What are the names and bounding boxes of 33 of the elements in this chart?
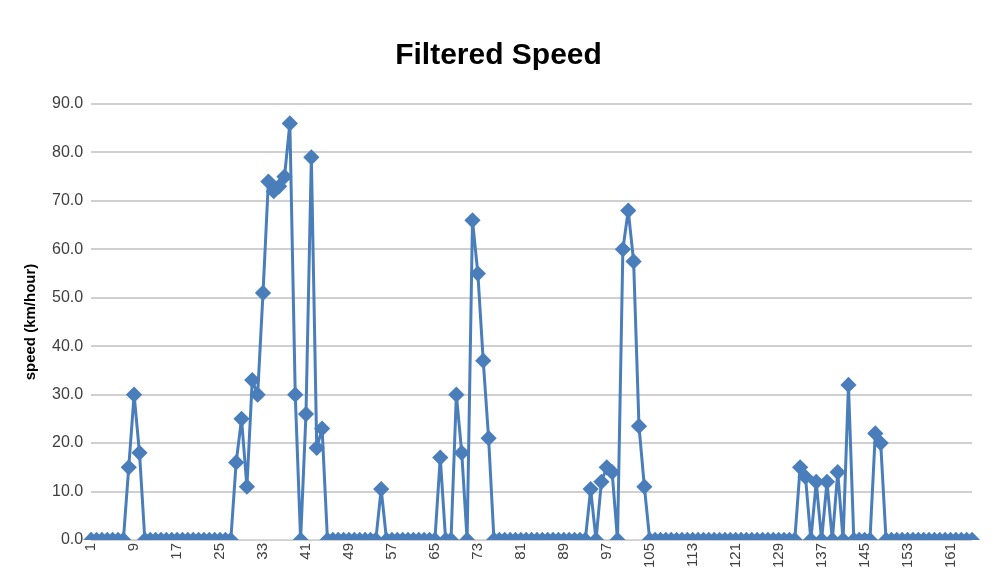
x-tick-label: 97 <box>596 542 614 560</box>
x-tick-label: 129 <box>768 542 786 568</box>
y-axis-title: speed (km/hour) <box>21 263 39 381</box>
x-tick-label: 113 <box>682 542 700 567</box>
x-tick-label: 25 <box>210 542 228 560</box>
x-tick-label: 33 <box>253 542 271 560</box>
x-tick-label: 17 <box>167 542 185 560</box>
y-tick-label: 20.0 <box>52 433 84 451</box>
y-tick-label: 40.0 <box>52 336 84 354</box>
x-tick-label: 145 <box>854 542 872 568</box>
y-tick-label: 50.0 <box>52 288 84 306</box>
y-tick-label: 60.0 <box>52 239 84 257</box>
y-tick-label: 90.0 <box>52 94 84 112</box>
x-tick-label: 9 <box>124 542 142 552</box>
x-tick-label: 121 <box>725 542 743 568</box>
x-tick-label: 161 <box>940 542 958 568</box>
x-tick-label: 81 <box>510 542 528 560</box>
y-tick-label: 0.0 <box>60 530 84 548</box>
x-tick-label: 105 <box>639 542 657 568</box>
x-tick-label: 41 <box>296 542 314 560</box>
y-tick-label: 30.0 <box>52 385 84 403</box>
x-tick-label: 89 <box>553 542 571 560</box>
x-tick-label: 73 <box>468 542 485 560</box>
y-tick-label: 10.0 <box>52 481 84 499</box>
x-tick-label: 1 <box>81 542 99 552</box>
y-tick-label: 70.0 <box>52 191 84 209</box>
x-tick-label: 137 <box>811 542 829 568</box>
x-tick-label: 153 <box>897 542 915 568</box>
x-tick-label: 57 <box>382 542 400 560</box>
x-tick-label: 49 <box>339 542 357 560</box>
chart-title: Filtered Speed <box>395 37 602 71</box>
x-tick-label: 65 <box>425 542 443 560</box>
y-tick-label: 80.0 <box>52 142 84 160</box>
